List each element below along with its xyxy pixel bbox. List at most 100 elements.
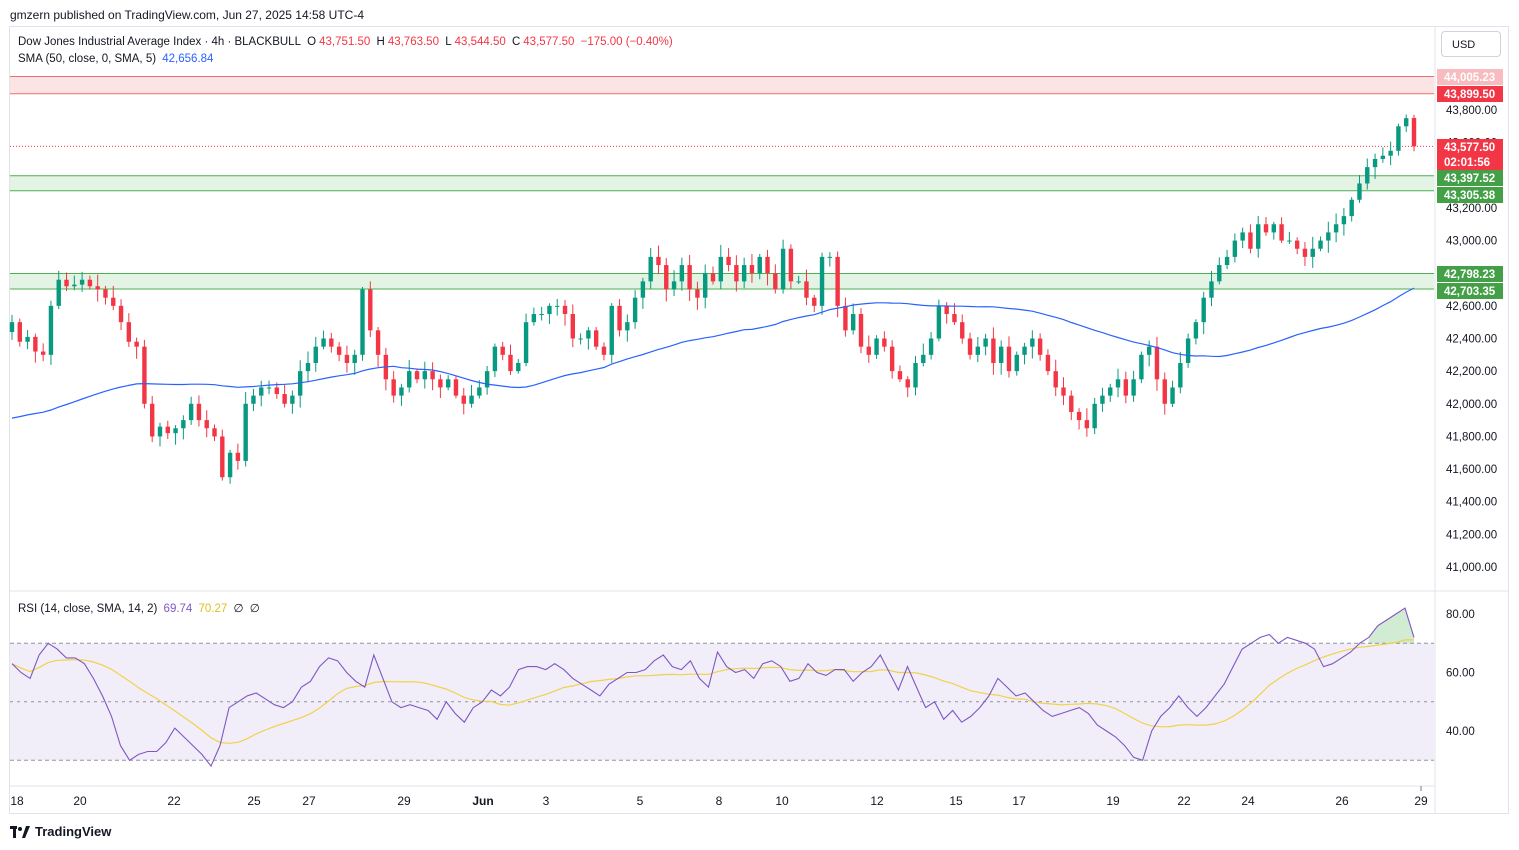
candle-body	[64, 279, 69, 287]
candle-body	[1092, 403, 1097, 429]
candle-body	[1014, 354, 1019, 372]
brand-name: TradingView	[35, 824, 112, 839]
candle-body	[804, 281, 809, 298]
tradingview-logo-icon	[10, 825, 30, 838]
candle-body	[1108, 387, 1113, 396]
resistance-high-label-bg	[1437, 69, 1503, 85]
candle-body	[95, 286, 100, 290]
candle-body	[1318, 240, 1323, 249]
candle-body	[1372, 158, 1378, 168]
candle-body	[967, 338, 973, 355]
candle-body	[889, 346, 895, 372]
candle-body	[734, 265, 739, 282]
candle-body	[1217, 265, 1222, 282]
candle-body	[991, 338, 996, 363]
support-lower-low-label: 42,703.35	[1444, 286, 1496, 298]
time-tick-label: 15	[949, 794, 963, 808]
candle-body	[765, 256, 770, 274]
candle-body	[1131, 379, 1136, 396]
candle-body	[617, 305, 622, 331]
countdown-label: 02:01:56	[1444, 157, 1490, 169]
grid	[9, 27, 1509, 813]
candle-body	[671, 281, 677, 290]
candle-body	[329, 338, 334, 347]
candle-body	[866, 346, 871, 355]
change-value: −175.00 (−0.40%)	[580, 36, 673, 48]
close-label: C	[511, 36, 521, 48]
time-tick-label: 24	[1241, 794, 1255, 808]
candle-body	[204, 420, 209, 429]
candle-body	[812, 297, 817, 306]
candle-body	[500, 346, 505, 355]
sma-line	[11, 287, 1415, 419]
time-tick-label: 29	[397, 794, 411, 808]
support-upper-high-label-bg	[1437, 170, 1503, 186]
candle-body	[220, 436, 225, 478]
candle-body	[1084, 420, 1090, 429]
candle-body	[1396, 126, 1401, 151]
candle-body	[547, 305, 552, 315]
candle-body	[469, 395, 474, 404]
candle-body	[1115, 379, 1121, 388]
candlestick-series	[9, 114, 1417, 484]
candle-body	[1123, 379, 1129, 396]
price-tick-label: 41,200.00	[1446, 529, 1497, 541]
candle-body	[819, 256, 825, 306]
candle-body	[235, 452, 241, 461]
candle-body	[1178, 362, 1183, 388]
candle-body	[695, 289, 700, 298]
price-tick-label: 43,200.00	[1446, 203, 1497, 215]
candle-body	[921, 354, 926, 363]
candle-body	[796, 281, 801, 283]
candle-body	[118, 305, 124, 323]
resistance-high-label: 44,005.23	[1444, 72, 1495, 84]
candle-body	[1037, 338, 1043, 355]
candle-body	[313, 346, 318, 363]
support-lower-high-label: 42,798.23	[1444, 269, 1495, 281]
candle-body	[150, 403, 155, 437]
candle-body	[1209, 281, 1214, 298]
candle-body	[905, 379, 910, 388]
candle-body	[212, 428, 217, 437]
candle-body	[1240, 232, 1245, 241]
candle-body	[1380, 155, 1386, 159]
candle-body	[531, 314, 537, 323]
time-tick-label: 27	[302, 794, 316, 808]
candle-body	[438, 379, 443, 388]
low-label: L	[445, 36, 452, 48]
candle-body	[570, 314, 575, 339]
candle-body	[928, 338, 934, 355]
candle-body	[1248, 232, 1253, 249]
candle-body	[157, 426, 163, 437]
high-value: 43,763.50	[387, 36, 439, 48]
rsi-band	[10, 643, 1434, 761]
time-tick-label: 26	[1335, 794, 1349, 808]
time-tick-label: 18	[10, 794, 24, 808]
candle-body	[1069, 395, 1074, 412]
candle-body	[1388, 150, 1393, 156]
candle-body	[664, 265, 669, 290]
price-tick-label: 42,400.00	[1446, 334, 1497, 346]
candle-body	[243, 403, 248, 461]
price-labels: 44,005.23 43,899.50 43,577.50 02:01:56 43,39…	[1437, 69, 1503, 299]
rsi-tick-label: 80.00	[1446, 609, 1475, 621]
currency-button[interactable]: USD	[1441, 31, 1501, 57]
candle-body	[586, 330, 591, 339]
candle-body	[274, 387, 280, 394]
publish-line: gmzern published on TradingView.com, Jun…	[10, 8, 364, 22]
rsi-tick-label: 40.00	[1446, 726, 1475, 738]
candle-body	[227, 452, 233, 478]
candle-body	[960, 322, 965, 339]
candle-body	[632, 297, 638, 323]
candle-body	[33, 336, 38, 352]
candle-body	[305, 362, 311, 372]
candle-body	[1271, 224, 1276, 233]
candle-body	[1357, 183, 1362, 200]
candle-body	[648, 256, 653, 282]
support-zone-upper	[10, 175, 1434, 191]
candle-body	[399, 387, 404, 396]
candle-body	[87, 279, 93, 287]
candle-body	[126, 322, 132, 342]
candle-body	[562, 305, 568, 315]
